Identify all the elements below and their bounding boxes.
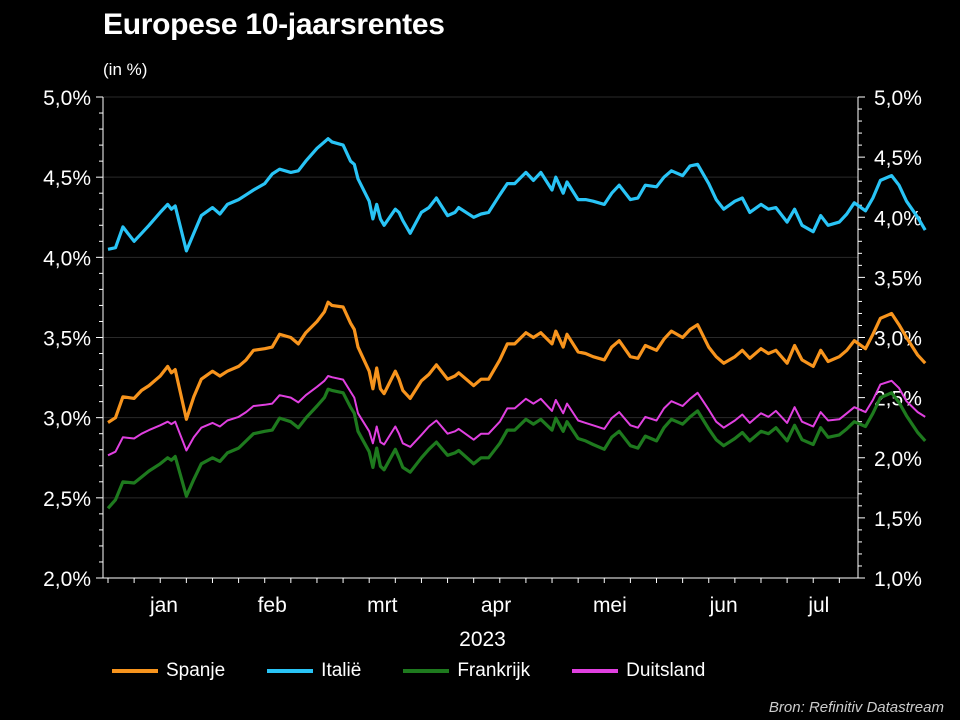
right-tick-label: 1,5%	[874, 508, 922, 531]
legend-label-italie: Italië	[321, 660, 362, 681]
source-note: Bron: Refinitiv Datastream	[768, 699, 944, 716]
left-tick-label: 3,0%	[43, 408, 91, 431]
legend: Spanje Italië Frankrijk Duitsland	[112, 660, 747, 682]
legend-swatch-spanje	[112, 669, 158, 673]
left-tick-label: 4,5%	[43, 167, 91, 190]
left-tick-label: 2,5%	[43, 488, 91, 511]
right-tick-label: 3,5%	[874, 267, 922, 290]
x-month-label: mei	[593, 594, 627, 617]
x-month-label: jul	[807, 594, 829, 617]
x-month-label: mrt	[367, 594, 397, 617]
left-tick-label: 3,5%	[43, 328, 91, 351]
right-tick-label: 4,0%	[874, 207, 922, 230]
legend-item-italie: Italië	[267, 660, 361, 682]
legend-label-duitsland: Duitsland	[626, 660, 706, 681]
legend-swatch-duitsland	[572, 669, 619, 673]
chart-subtitle: (in %)	[103, 60, 148, 79]
legend-swatch-italie	[267, 669, 314, 673]
left-tick-label: 5,0%	[43, 87, 91, 110]
series-line-italie	[107, 137, 927, 253]
x-month-label: jan	[149, 594, 178, 617]
legend-label-spanje: Spanje	[166, 660, 226, 681]
x-year-label: 2023	[459, 628, 506, 651]
left-tick-label: 2,0%	[43, 568, 91, 591]
legend-label-frankrijk: Frankrijk	[457, 660, 531, 681]
legend-swatch-frankrijk	[403, 669, 450, 673]
right-tick-label: 5,0%	[874, 87, 922, 110]
legend-item-spanje: Spanje	[112, 660, 225, 682]
right-tick-label: 2,0%	[874, 448, 922, 471]
x-month-label: feb	[258, 594, 287, 617]
series-line-frankrijk	[106, 387, 927, 510]
chart-title: Europese 10-jaarsrentes	[103, 8, 445, 41]
x-month-label: apr	[481, 594, 511, 617]
legend-item-frankrijk: Frankrijk	[403, 660, 530, 682]
legend-item-duitsland: Duitsland	[572, 660, 705, 682]
left-tick-label: 4,0%	[43, 247, 91, 270]
series-line-duitsland	[107, 375, 926, 457]
right-tick-label: 3,0%	[874, 328, 922, 351]
right-tick-label: 4,5%	[874, 147, 922, 170]
x-month-label: jun	[709, 594, 738, 617]
series-line-spanje	[107, 300, 927, 424]
right-tick-label: 1,0%	[874, 568, 922, 591]
